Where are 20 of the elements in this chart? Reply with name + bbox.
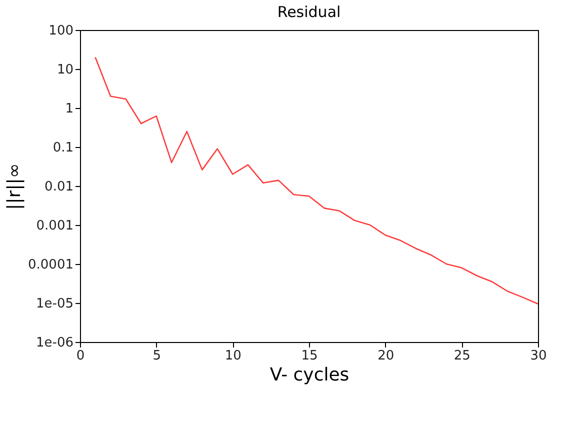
y-tick-label: 0.0001 xyxy=(28,258,74,272)
y-axis-title: ||r||∞ xyxy=(4,163,26,210)
y-tick-label: 0.001 xyxy=(36,218,74,234)
y-tick-label: 1e-05 xyxy=(36,296,74,312)
y-tick-label: 0.01 xyxy=(44,180,74,194)
x-tick-label: 30 xyxy=(530,348,547,364)
chart-title: Residual xyxy=(277,3,341,21)
y-tick-label: 1 xyxy=(65,102,74,116)
line-series xyxy=(94,56,538,305)
x-tick-label: 0 xyxy=(76,348,85,364)
y-tick-label: 10 xyxy=(56,62,74,78)
x-tick-label: 20 xyxy=(378,348,394,364)
x-tick-label: 10 xyxy=(224,348,242,364)
x-tick-label: 5 xyxy=(152,348,161,364)
y-tick-label: 1e-06 xyxy=(36,336,74,350)
x-tick-label: 15 xyxy=(301,348,318,364)
x-axis-title: V- cycles xyxy=(270,364,350,386)
y-tick-label: 0.1 xyxy=(52,140,74,156)
y-tick-label: 100 xyxy=(48,24,74,38)
x-tick-label: 25 xyxy=(454,348,470,364)
